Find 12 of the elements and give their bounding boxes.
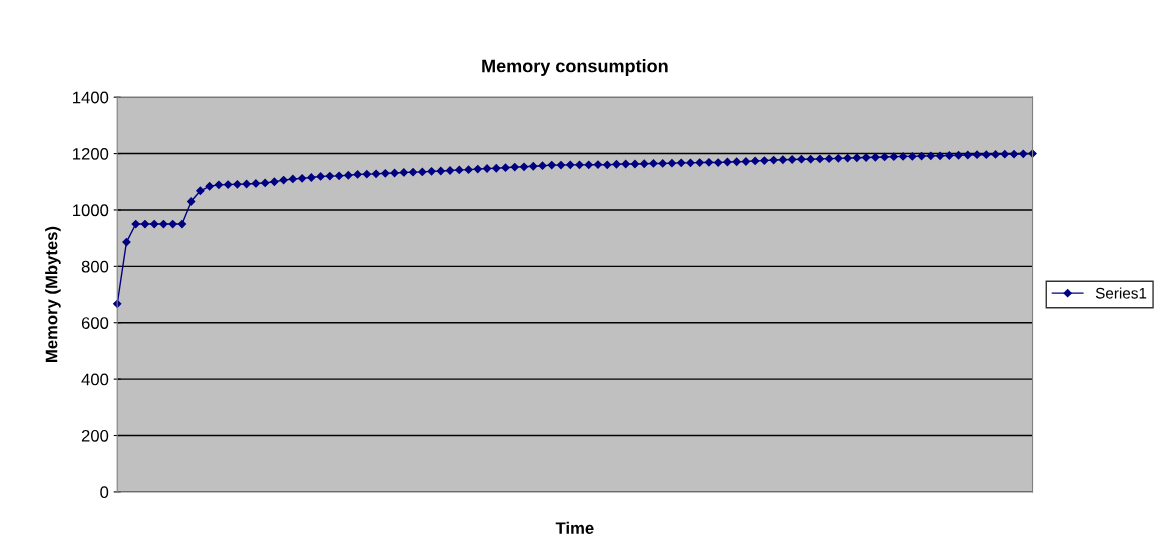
y-tick-label: 1400 bbox=[73, 91, 109, 104]
x-axis-title: Time bbox=[555, 521, 594, 535]
y-tick-label: 0 bbox=[100, 486, 109, 499]
chart-title: Memory consumption bbox=[482, 59, 668, 76]
y-tick-label: 200 bbox=[81, 429, 109, 442]
y-tick-label: 1200 bbox=[73, 147, 109, 160]
y-tick-label: 800 bbox=[81, 260, 109, 273]
legend-label: Series1 bbox=[1095, 287, 1147, 299]
y-tick-label: 1000 bbox=[73, 204, 109, 217]
y-axis-title: Memory (Mbytes) bbox=[45, 226, 61, 362]
y-tick-label: 600 bbox=[81, 317, 109, 329]
y-tick-label: 400 bbox=[81, 373, 109, 386]
